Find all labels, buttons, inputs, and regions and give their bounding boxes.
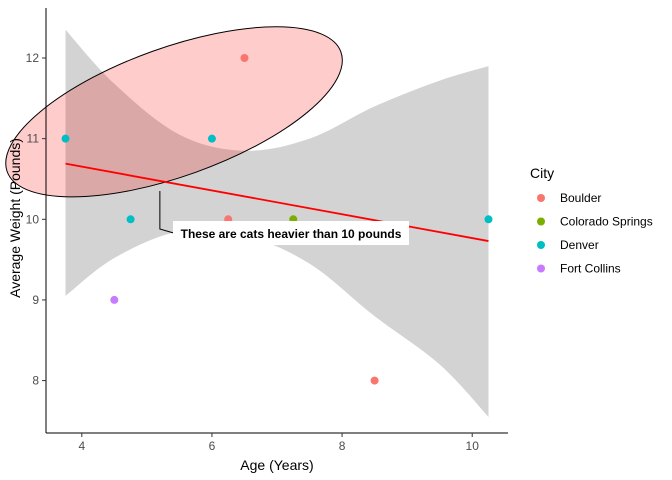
legend-label: Boulder <box>560 191 601 205</box>
legend-label: Colorado Springs <box>560 215 653 229</box>
legend-title: City <box>530 165 554 181</box>
x-tick-label: 8 <box>339 439 346 453</box>
legend-key <box>537 264 545 273</box>
highlight-ellipse-layer <box>5 26 343 198</box>
y-tick-label: 11 <box>27 132 40 146</box>
annotation-leader-line <box>159 190 178 235</box>
data-point <box>370 376 379 385</box>
x-tick-label: 6 <box>209 439 216 453</box>
legend-label: Fort Collins <box>560 262 621 276</box>
x-tick-label: 10 <box>466 439 480 453</box>
annotation-layer: These are cats heavier than 10 pounds <box>159 190 409 245</box>
x-axis-title: Age (Years) <box>240 457 313 473</box>
highlight-ellipse <box>5 26 343 198</box>
legend: City Boulder Colorado Springs Denver Fort C… <box>530 165 653 276</box>
y-axis-title: Average Weight (Pounds) <box>7 138 23 298</box>
legend-key <box>537 194 545 202</box>
legend-key <box>537 217 545 226</box>
data-points-layer <box>61 54 493 385</box>
data-point <box>126 215 135 224</box>
legend-label: Denver <box>560 238 599 252</box>
regression-line <box>65 162 489 242</box>
regression-line-layer <box>65 162 489 242</box>
y-tick-label: 8 <box>32 374 39 388</box>
annotation-box <box>173 221 409 245</box>
y-tick-label: 12 <box>26 51 40 65</box>
data-point <box>61 134 70 143</box>
x-tick-label: 4 <box>78 439 85 453</box>
data-point <box>110 295 119 304</box>
data-point <box>207 134 216 143</box>
data-point <box>484 215 493 224</box>
legend-key <box>537 241 545 249</box>
y-tick-label: 9 <box>32 293 39 307</box>
axes-layer: 4 6 8 10 8 9 10 11 12 <box>26 8 508 453</box>
y-tick-label: 10 <box>26 212 40 226</box>
annotation-text: These are cats heavier than 10 pounds <box>181 227 402 241</box>
legend-items: Boulder Colorado Springs Denver Fort Collin… <box>537 191 653 276</box>
data-point <box>240 54 249 62</box>
